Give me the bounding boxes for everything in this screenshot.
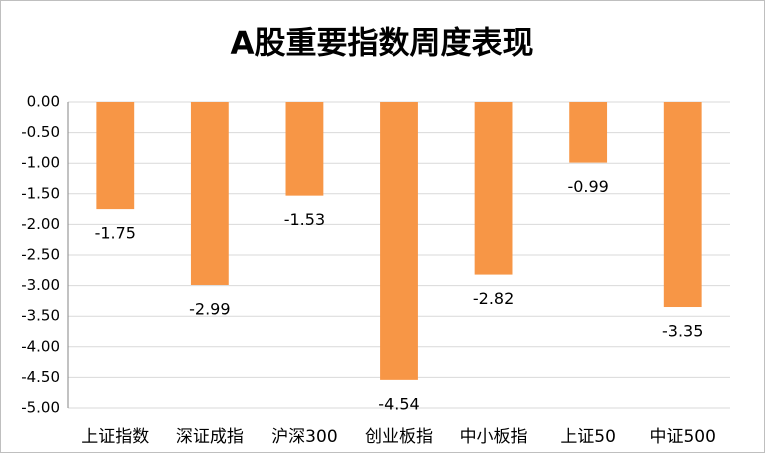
data-label: -2.99 xyxy=(189,299,230,318)
data-label: -0.99 xyxy=(567,177,608,196)
x-tick-label: 中证500 xyxy=(649,427,715,447)
y-tick-label: -3.50 xyxy=(21,307,60,325)
data-label: -3.35 xyxy=(662,322,703,341)
data-label: -4.54 xyxy=(378,394,419,413)
y-tick-label: -3.00 xyxy=(21,276,60,294)
y-tick-label: -2.50 xyxy=(21,246,60,264)
x-tick-label: 中小板指 xyxy=(460,427,528,447)
bar xyxy=(474,102,513,275)
bar xyxy=(663,102,702,308)
bar xyxy=(380,102,418,380)
y-tick-label: -4.00 xyxy=(21,337,60,355)
x-tick-label: 创业板指 xyxy=(365,427,433,447)
bar xyxy=(190,102,229,285)
y-tick-label: -0.50 xyxy=(21,123,60,141)
x-tick-label: 沪深300 xyxy=(271,427,337,447)
y-tick-label: -5.00 xyxy=(21,399,60,417)
data-label: -1.75 xyxy=(95,224,136,243)
bar xyxy=(569,102,608,163)
data-label: -2.82 xyxy=(473,289,514,308)
y-tick-label: -1.50 xyxy=(21,184,60,202)
y-tick-label: -1.00 xyxy=(21,154,60,172)
y-tick-label: -4.50 xyxy=(21,368,60,386)
y-tick-label: -2.00 xyxy=(21,215,60,233)
bar xyxy=(96,102,135,210)
bar xyxy=(285,102,324,196)
data-label: -1.53 xyxy=(284,210,325,229)
x-tick-label: 深证成指 xyxy=(176,427,244,447)
chart-title: A股重要指数周度表现 xyxy=(231,26,534,62)
y-tick-label: 0.00 xyxy=(27,93,60,111)
x-tick-label: 上证指数 xyxy=(81,427,149,447)
x-tick-label: 上证50 xyxy=(560,427,616,447)
